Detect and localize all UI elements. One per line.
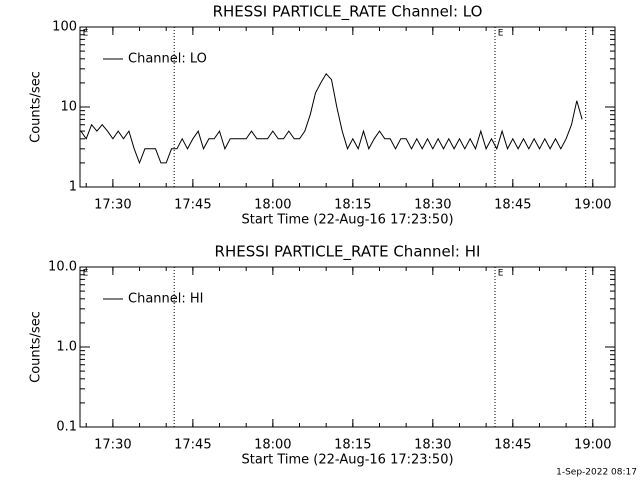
annotation: E	[83, 269, 89, 279]
y-axis-label: Counts/sec	[29, 311, 44, 383]
y-tick-label: 100	[52, 20, 77, 35]
annotation: E	[498, 29, 504, 39]
x-tick-label: 17:45	[174, 198, 211, 213]
x-tick-label: 18:45	[494, 438, 531, 453]
legend-label: Channel: LO	[128, 52, 207, 67]
chart-title: RHESSI PARTICLE_RATE Channel: HI	[215, 243, 481, 262]
annotation: E	[498, 269, 504, 279]
x-tick-label: 17:45	[174, 438, 211, 453]
x-axis-label: Start Time (22-Aug-16 17:23:50)	[241, 453, 453, 468]
footer-date: 1-Sep-2022 08:17	[556, 468, 637, 478]
x-tick-label: 19:00	[574, 438, 611, 453]
y-tick-label: 0.1	[56, 420, 77, 435]
x-tick-label: 18:00	[254, 198, 291, 213]
data-line	[80, 72, 583, 165]
x-tick-label: 17:30	[94, 198, 131, 213]
x-tick-label: 18:30	[414, 198, 451, 213]
x-axis-label: Start Time (22-Aug-16 17:23:50)	[241, 213, 453, 228]
annotation: E	[83, 29, 89, 39]
x-tick-label: 18:30	[414, 438, 451, 453]
x-tick-label: 18:00	[254, 438, 291, 453]
x-tick-label: 18:45	[494, 198, 531, 213]
legend-label: Channel: HI	[128, 292, 204, 307]
y-tick-label: 10	[60, 100, 77, 115]
x-tick-label: 18:15	[334, 198, 371, 213]
x-tick-label: 17:30	[94, 438, 131, 453]
x-tick-label: 18:15	[334, 438, 371, 453]
y-tick-label: 10.0	[48, 260, 77, 275]
chart-title: RHESSI PARTICLE_RATE Channel: LO	[213, 3, 483, 22]
y-tick-label: 1.0	[56, 340, 77, 355]
y-axis-label: Counts/sec	[29, 71, 44, 143]
x-tick-label: 19:00	[574, 198, 611, 213]
y-tick-label: 1	[69, 180, 77, 195]
